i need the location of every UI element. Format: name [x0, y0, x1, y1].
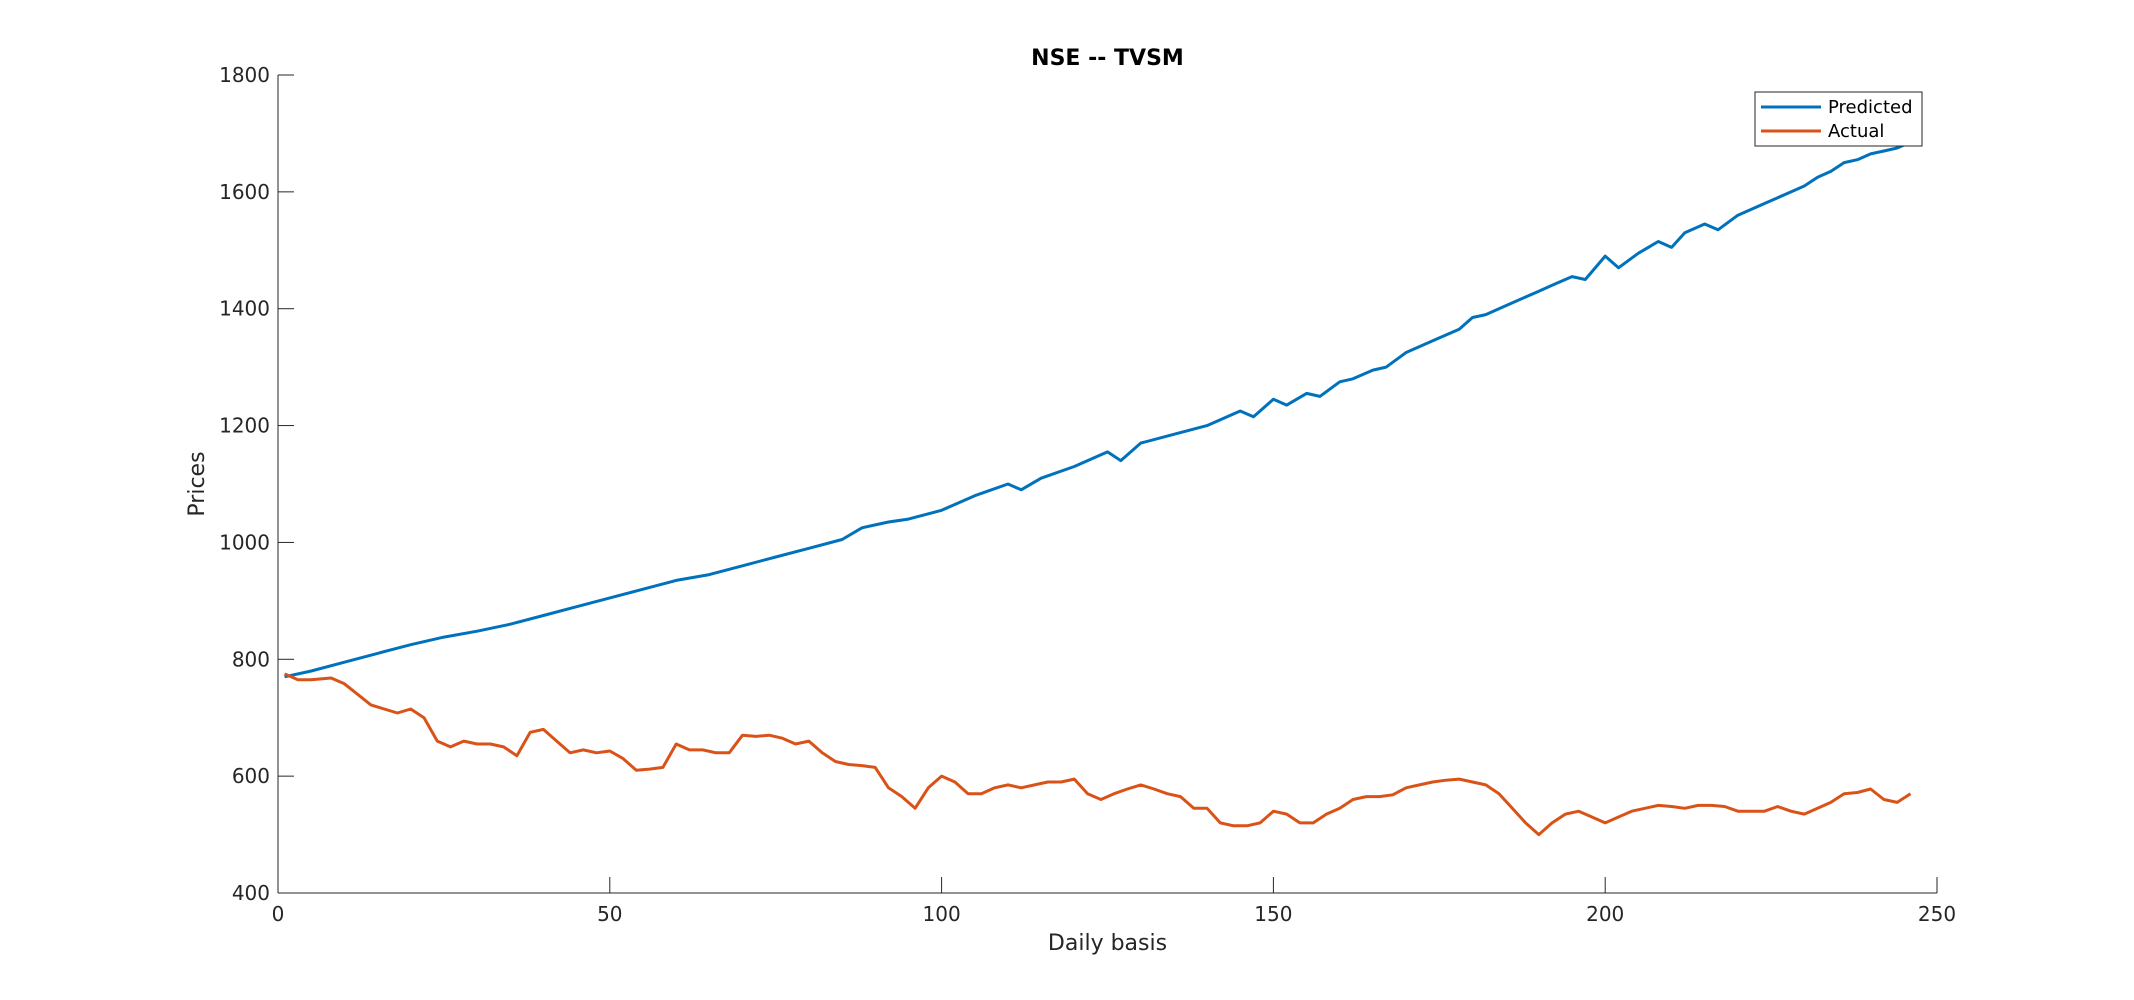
x-tick-label: 50	[597, 902, 622, 926]
y-tick-label: 400	[232, 881, 270, 905]
legend-label-actual: Actual	[1828, 121, 1884, 142]
x-tick-label: 250	[1918, 902, 1956, 926]
y-tick-label: 1600	[219, 180, 270, 204]
y-tick-label: 1400	[219, 297, 270, 321]
chart-title: NSE -- TVSM	[1031, 46, 1184, 71]
y-tick-label: 1200	[219, 414, 270, 438]
x-tick-label: 0	[272, 902, 285, 926]
y-tick-label: 600	[232, 764, 270, 788]
y-axis-title: Prices	[185, 451, 210, 516]
x-tick-label: 200	[1586, 902, 1624, 926]
y-tick-label: 800	[232, 647, 270, 671]
y-tick-label: 1800	[219, 63, 270, 87]
legend-box	[1754, 91, 1923, 147]
series-line-predicted	[284, 140, 1912, 679]
x-tick-label: 100	[923, 902, 961, 926]
series-line-actual	[284, 672, 1912, 837]
y-tick-label: 1000	[219, 530, 270, 554]
x-tick-label: 150	[1254, 902, 1292, 926]
legend-label-predicted: Predicted	[1828, 97, 1913, 118]
x-axis-title: Daily basis	[1048, 931, 1167, 956]
